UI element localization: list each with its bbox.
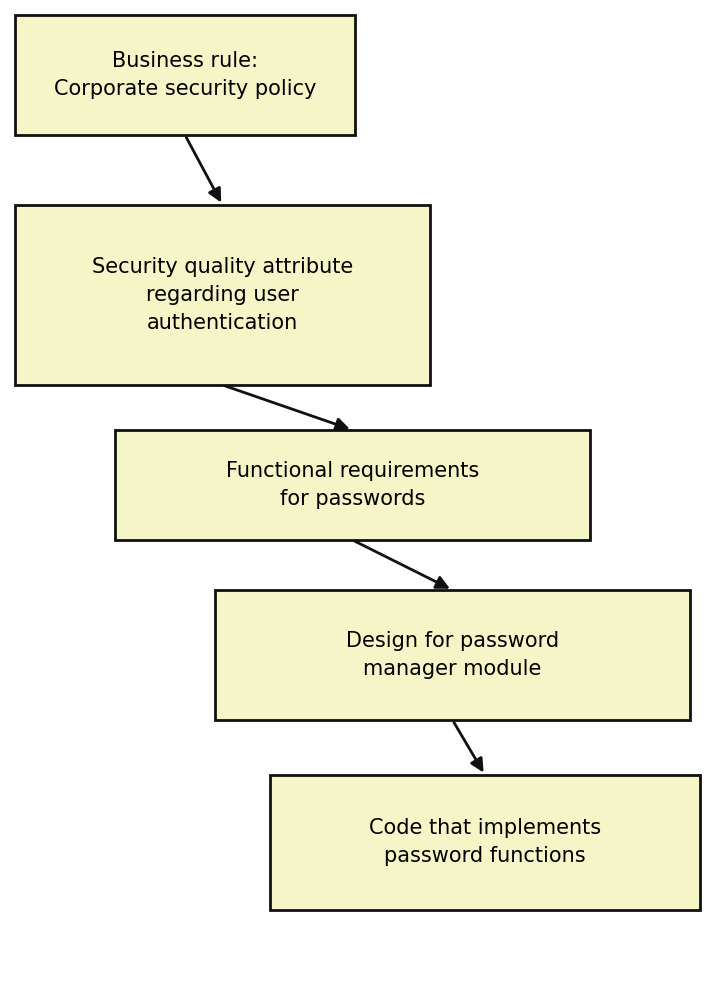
Text: Functional requirements
for passwords: Functional requirements for passwords <box>226 461 479 509</box>
Text: Design for password
manager module: Design for password manager module <box>346 631 559 679</box>
Bar <box>270 775 700 910</box>
Bar <box>215 590 690 720</box>
Bar <box>115 430 590 540</box>
Text: Code that implements
password functions: Code that implements password functions <box>369 818 601 866</box>
Bar <box>15 205 430 385</box>
Bar <box>15 15 355 135</box>
Text: Security quality attribute
regarding user
authentication: Security quality attribute regarding use… <box>92 257 353 333</box>
Text: Business rule:
Corporate security policy: Business rule: Corporate security policy <box>54 51 316 99</box>
